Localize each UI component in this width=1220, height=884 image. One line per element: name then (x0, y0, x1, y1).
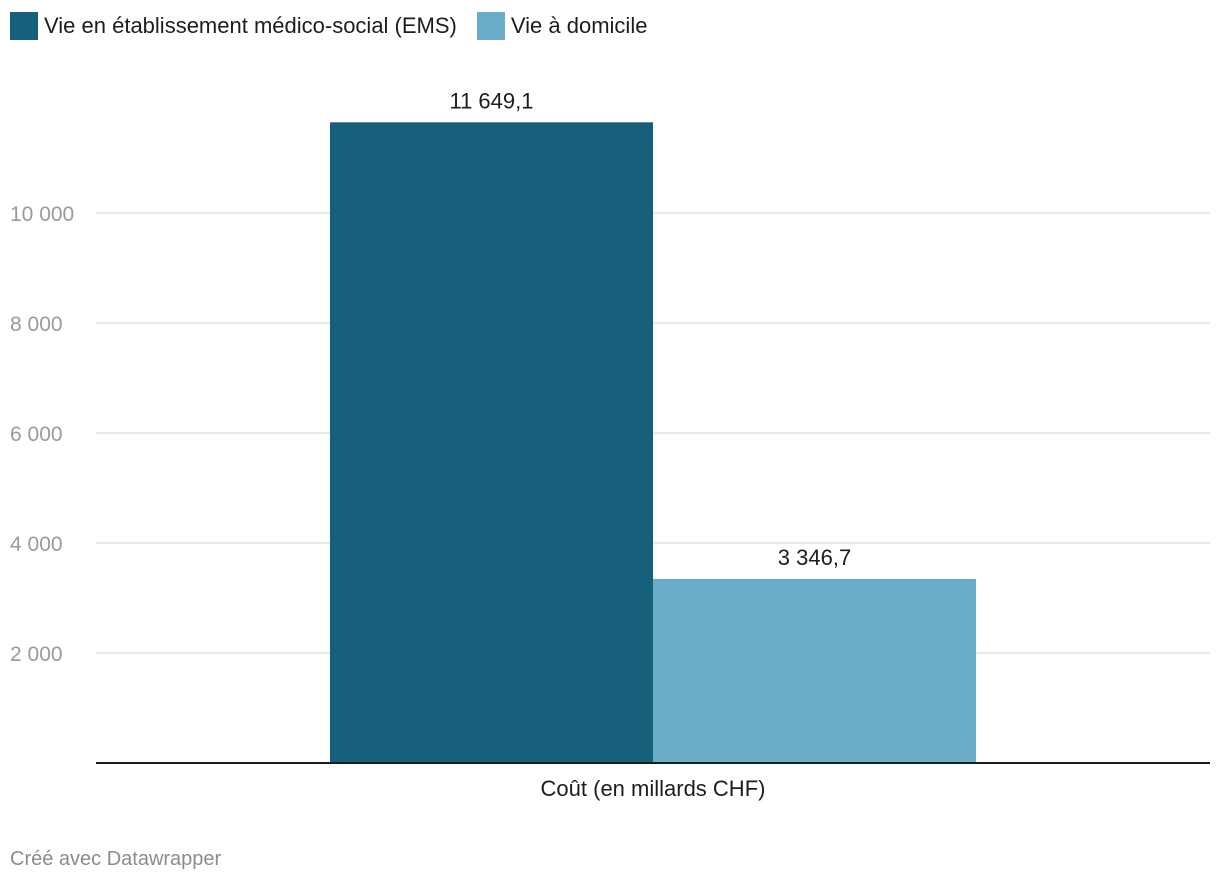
legend-label-domicile: Vie à domicile (510, 13, 648, 38)
data-label: 3 346,7 (778, 545, 851, 570)
bar-ems (330, 122, 653, 763)
y-tick-label: 2 000 (10, 643, 63, 666)
y-tick-label: 10 000 (10, 203, 74, 226)
y-tick-label: 6 000 (10, 423, 63, 446)
bar-domicile (653, 578, 976, 763)
y-tick-label: 4 000 (10, 533, 63, 556)
data-label: 11 649,1 (449, 88, 533, 113)
legend-item-domicile: Vie à domicile (476, 12, 648, 40)
x-category-label: Coût (en millards CHF) (541, 776, 766, 801)
legend-swatch-domicile (476, 12, 505, 40)
legend-item-ems: Vie en établissement médico-social (EMS) (10, 12, 457, 40)
y-tick-label: 8 000 (10, 313, 63, 336)
footer-credit: Créé avec Datawrapper (10, 848, 222, 870)
legend-swatch-ems (10, 12, 38, 40)
legend-label-ems: Vie en établissement médico-social (EMS) (44, 13, 457, 38)
legend: Vie en établissement médico-social (EMS)… (10, 12, 667, 40)
